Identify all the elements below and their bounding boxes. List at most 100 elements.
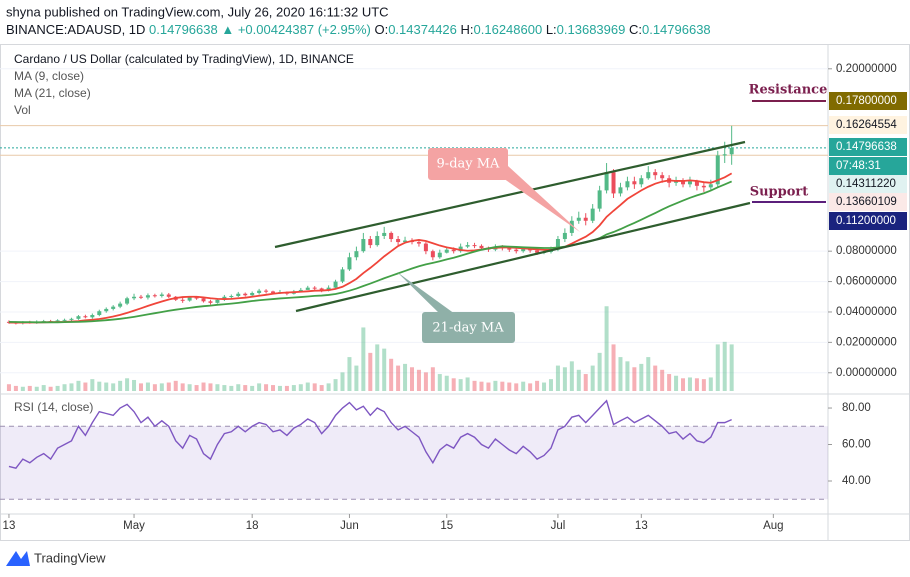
- volume-bar: [701, 379, 706, 391]
- volume-bar: [410, 367, 414, 391]
- candle-body: [423, 243, 428, 252]
- volume-bar: [722, 341, 727, 391]
- x-tick-label: 13: [635, 520, 648, 532]
- volume-bar: [319, 385, 324, 391]
- ohlc-label: H:: [461, 22, 474, 37]
- volume-bar: [125, 378, 130, 391]
- volume-bar: [458, 379, 463, 391]
- price-tag-label: 0.14311220: [836, 178, 896, 190]
- volume-bar: [76, 380, 81, 391]
- price-tag: [829, 212, 907, 230]
- volume-bar: [611, 344, 616, 391]
- logo-mark: [6, 551, 30, 566]
- candle-body: [194, 297, 199, 299]
- volume-bar: [583, 374, 588, 391]
- x-tick-label: May: [123, 520, 145, 532]
- candle-body: [90, 315, 95, 318]
- volume-bar: [166, 382, 171, 391]
- volume-bar: [90, 379, 95, 391]
- candle-body: [152, 295, 157, 297]
- volume-bar: [173, 380, 178, 391]
- volume-bar: [444, 375, 449, 391]
- volume-bar: [639, 363, 644, 391]
- candle-body: [138, 296, 143, 298]
- volume-bar: [361, 327, 366, 391]
- candle-body: [521, 248, 526, 252]
- price-tag-label: 0.14796638: [836, 141, 897, 153]
- ma-line: [8, 172, 733, 324]
- callout-pointer: [397, 272, 455, 314]
- ohlc-label: O:: [374, 22, 388, 37]
- candle-body: [403, 240, 408, 243]
- candle-body: [354, 251, 359, 258]
- candle-body: [674, 181, 679, 183]
- volume-bar: [514, 383, 519, 391]
- ohlc-label: C:: [629, 22, 642, 37]
- resistance-label: Resistance: [749, 83, 828, 98]
- symbol-line: BINANCE:ADAUSD, 1D 0.14796638 ▲ +0.00424…: [6, 22, 711, 37]
- volume-bar: [597, 352, 602, 391]
- candle-body: [708, 184, 713, 188]
- candle-body: [305, 287, 310, 290]
- candle-body: [312, 287, 317, 289]
- candle-body: [125, 298, 130, 304]
- candle-body: [333, 281, 338, 288]
- candle-body: [69, 318, 74, 320]
- candle-body: [722, 154, 727, 156]
- candle-body: [437, 252, 442, 258]
- price-tag: [829, 92, 907, 110]
- volume-bar: [215, 384, 220, 391]
- candle-body: [382, 232, 387, 236]
- volume-bar: [187, 384, 192, 391]
- y-tick-label: 0.06000000: [836, 276, 897, 288]
- candle-body: [687, 181, 692, 185]
- volume-bar: [6, 384, 11, 391]
- volume-bar: [201, 382, 206, 391]
- candle-body: [632, 181, 637, 185]
- volume-bar: [145, 382, 150, 391]
- candle-body: [271, 291, 276, 293]
- volume-bar: [500, 381, 505, 391]
- volume-bar: [354, 365, 359, 391]
- volume-bar: [305, 382, 310, 391]
- rsi-tick-label: 80.00: [842, 402, 871, 414]
- candle-body: [145, 295, 150, 298]
- volume-bar: [340, 372, 345, 391]
- volume-bar: [479, 381, 484, 391]
- candle-body: [479, 245, 484, 249]
- candle-body: [555, 239, 560, 250]
- candle-body: [166, 294, 171, 297]
- price-tag-label: 0.16264554: [836, 119, 897, 131]
- candle-body: [368, 239, 373, 246]
- volume-bar: [347, 357, 352, 391]
- volume-bar: [430, 367, 435, 391]
- candle-body: [583, 217, 588, 221]
- volume-bar: [465, 377, 470, 391]
- candle-body: [562, 232, 567, 240]
- price-tag: [829, 193, 907, 211]
- candle-body: [375, 235, 380, 246]
- volume-bar: [62, 384, 67, 391]
- volume-bar: [667, 374, 672, 391]
- volume-bar: [55, 385, 60, 391]
- x-tick-label: Jun: [340, 520, 359, 532]
- volume-bar: [243, 385, 248, 391]
- candle-body: [62, 319, 67, 321]
- symbol: BINANCE:ADAUSD, 1D: [6, 22, 145, 37]
- price-layer: [6, 125, 734, 470]
- volume-bar: [729, 344, 734, 391]
- callout-box: [428, 148, 508, 180]
- candle-body: [243, 293, 248, 296]
- candle-body: [361, 239, 366, 252]
- volume-bar: [486, 382, 491, 391]
- volume-bar: [708, 377, 713, 391]
- support-label: Support: [750, 185, 809, 200]
- x-tick-label: Jul: [551, 520, 566, 532]
- volume-bar: [291, 385, 296, 391]
- volume-bar: [674, 375, 679, 391]
- volume-bar: [284, 385, 289, 391]
- candle-body: [611, 172, 616, 194]
- volume-bar: [396, 365, 401, 391]
